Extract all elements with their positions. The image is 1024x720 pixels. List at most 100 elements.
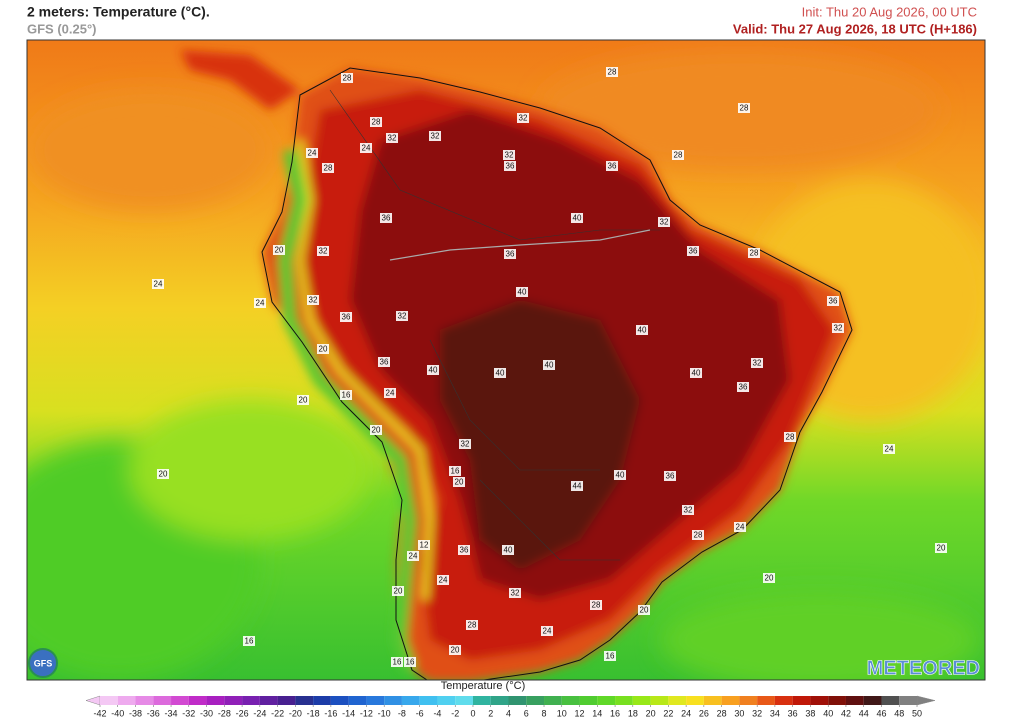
contour-label-bg [502,545,514,555]
colorbar-bin [544,696,562,705]
colorbar: -42 -40 -38 -36 -34 -32 -30 -28 -26 -24 -22 -20 -18-… [85,695,936,718]
contour-label-bg [636,325,648,335]
contour-label-bg [317,344,329,354]
colorbar-tick-label: -30 [200,708,213,718]
contour-label: 32 [753,359,762,368]
contour-label: 20 [372,426,381,435]
colorbar-bin [508,696,527,705]
contour-label: 20 [455,478,464,487]
contour-label: 40 [545,361,554,370]
colorbar-tick-label: 28 [717,708,727,718]
contour-label: 20 [394,587,403,596]
contour-label-bg [604,651,616,661]
contour-label: 16 [606,652,615,661]
contour-label-bg [380,213,392,223]
colorbar-bin [579,696,598,705]
colorbar-bin [739,696,758,705]
contour-label: 36 [342,313,351,322]
contour-label: 16 [451,467,460,476]
contour-label: 24 [362,144,371,153]
colorbar-bin [650,696,669,705]
colorbar-tick-label: 26 [699,708,709,718]
contour-label-bg [459,439,471,449]
contour-label-bg [827,296,839,306]
contour-label-bg [509,588,521,598]
contour-label: 40 [638,326,647,335]
colorbar-tick-label: -34 [165,708,178,718]
colorbar-tick-label: 36 [788,708,798,718]
contour-label-bg [396,311,408,321]
contour-label-bg [504,249,516,259]
colorbar-bin [117,696,136,705]
contour-label-bg [392,586,404,596]
contour-label: 20 [159,470,168,479]
colorbar-tick-label: 14 [592,708,602,718]
contour-label-bg [254,298,266,308]
contour-label-bg [541,626,553,636]
contour-label: 36 [460,546,469,555]
colorbar-tick-label: -28 [218,708,231,718]
contour-label-bg [386,133,398,143]
colorbar-bin [313,696,331,705]
contour-label-bg [748,248,760,258]
contour-label: 20 [275,246,284,255]
contour-label-bg [306,148,318,158]
colorbar-bin [330,696,349,705]
colorbar-arrow [916,695,936,706]
colorbar-tick-label: 24 [681,708,691,718]
contour-label: 28 [343,74,352,83]
map: 28 28 28 28 32 32 32 32 28 24 24 36 36 28 36 40 32 32 20 36… [27,40,985,680]
contour-label-bg [751,358,763,368]
contour-label: 16 [342,391,351,400]
contour-label-bg [458,545,470,555]
contour-label-bg [418,540,430,550]
contour-label: 36 [506,250,515,259]
colorbar-bin [686,696,704,705]
colorbar-bin [721,696,740,705]
colorbar-bin [490,696,509,705]
contour-label-bg [391,657,403,667]
colorbar-tick-label: -10 [378,708,391,718]
colorbar-tick-label: -36 [147,708,160,718]
contour-label: 24 [256,299,265,308]
colorbar-tick-label: 42 [841,708,851,718]
contour-label-bg [429,131,441,141]
map-frame [26,39,986,681]
meteored-logo: METEORED [867,657,980,679]
contour-label-bg [407,551,419,561]
contour-label: 40 [518,288,527,297]
contour-label-bg [449,645,461,655]
contour-label-bg [614,470,626,480]
contour-label-bg [516,287,528,297]
contour-label: 24 [736,523,745,532]
contour-label: 28 [592,601,601,610]
contour-label-bg [672,150,684,160]
contour-label-bg [590,600,602,610]
colorbar-arrow [85,695,101,706]
colorbar-bin [401,696,420,705]
contour-label-bg [494,368,506,378]
contour-label-bg [404,657,416,667]
contour-label-bg [317,246,329,256]
contour-label: 20 [765,574,774,583]
colorbar-bin [792,696,811,705]
contour-label: 28 [694,531,703,540]
contour-label: 32 [660,218,669,227]
colorbar-bin [100,696,118,705]
contour-label-bg [273,245,285,255]
contour-label: 32 [519,114,528,123]
contour-label: 16 [245,637,254,646]
contour-label: 36 [829,297,838,306]
contour-label-bg [340,312,352,322]
contour-label-bg [370,425,382,435]
contour-label-bg [690,368,702,378]
model: GFS (0.25°) [27,21,97,36]
contour-label-bg [571,481,583,491]
colorbar-bin [188,696,207,705]
contour-label: 24 [409,552,418,561]
contour-label-bg [243,636,255,646]
title: 2 meters: Temperature (°C). [27,4,210,20]
colorbar-bin [277,696,296,705]
colorbar-tick-label: 22 [663,708,673,718]
contour-label-bg [664,471,676,481]
